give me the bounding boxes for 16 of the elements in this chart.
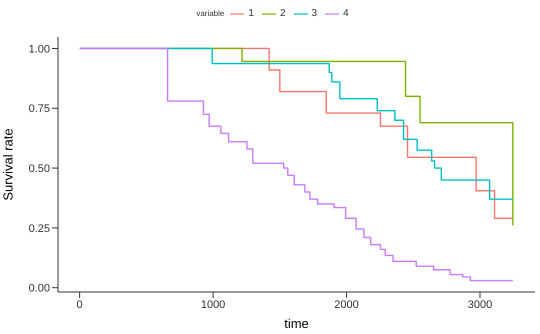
y-tick-label: 0.50 <box>28 162 50 175</box>
x-tick-label: 0 <box>76 298 83 311</box>
x-axis-title: time <box>284 316 309 331</box>
legend-label: 3 <box>312 8 318 19</box>
x-tick-label: 2000 <box>334 298 359 311</box>
y-tick-label: 0.75 <box>28 103 50 116</box>
legend-title: variable <box>196 9 224 18</box>
legend-label: 1 <box>248 8 254 19</box>
y-tick-label: 0.00 <box>28 282 50 295</box>
legend-label: 2 <box>280 8 286 19</box>
x-tick-label: 3000 <box>468 298 492 311</box>
legend-label: 4 <box>343 8 349 19</box>
y-tick-label: 1.00 <box>28 43 50 56</box>
y-tick-label: 0.25 <box>28 222 50 235</box>
y-axis-title: Survival rate <box>0 128 16 201</box>
x-tick-label: 1000 <box>200 298 226 311</box>
